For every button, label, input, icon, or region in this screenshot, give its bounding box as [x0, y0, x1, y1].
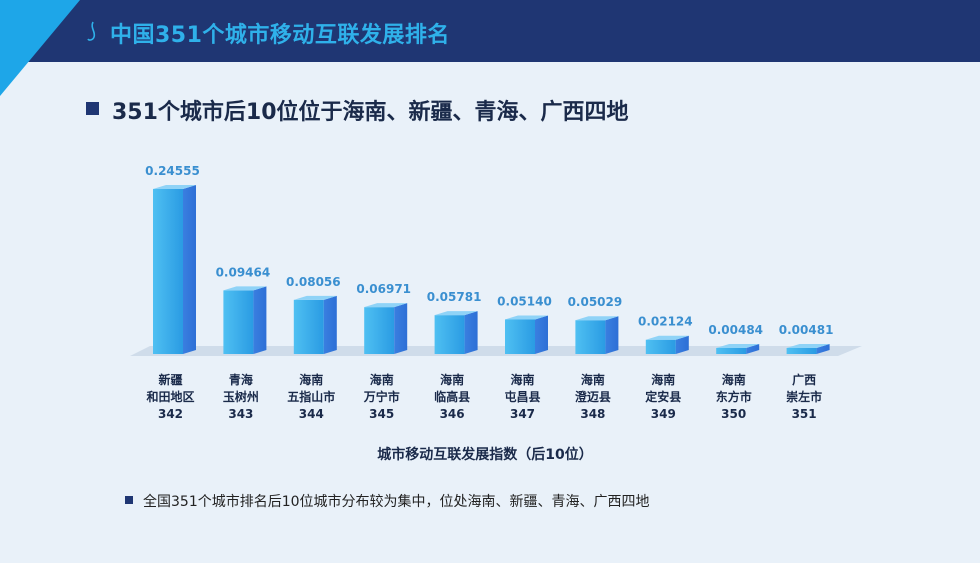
- tick-label-city: 海南: [440, 372, 464, 387]
- slide-subtitle: 351个城市后10位位于海南、新疆、青海、广西四地: [112, 100, 629, 125]
- note-bullet-icon: [125, 496, 133, 504]
- bar: [153, 184, 196, 354]
- hook-icon: [87, 21, 96, 41]
- bar-top: [293, 295, 337, 300]
- bar-side: [323, 295, 337, 354]
- x-axis-title-text: 城市移动互联发展指数（后10位）: [377, 447, 593, 463]
- bar-value-label: 0.05140: [497, 294, 552, 308]
- bar: [293, 295, 337, 354]
- tick-label-city: 万宁市: [363, 389, 400, 404]
- x-axis-title: 城市移动互联发展指数（后10位）: [0, 444, 980, 464]
- tick-label-rank: 342: [158, 407, 183, 421]
- bar-value-label: 0.05029: [568, 295, 623, 309]
- page-title: 中国351个城市移动互联发展排名: [110, 23, 450, 48]
- bar: [364, 303, 408, 354]
- bar-top: [716, 344, 760, 348]
- bar: [223, 286, 267, 354]
- bar-side: [183, 184, 196, 354]
- bar-front: [575, 320, 606, 354]
- tick-label-city: 五指山市: [287, 389, 335, 404]
- bar-top: [645, 335, 689, 340]
- tick-label-city: 海南: [581, 372, 605, 387]
- bar: [645, 335, 689, 354]
- corner-accent: [0, 0, 80, 96]
- tick-label-city: 和田地区: [145, 389, 194, 404]
- bar: [575, 316, 619, 354]
- bar-top: [434, 311, 478, 316]
- bar-side: [605, 316, 619, 354]
- bar-side: [253, 286, 267, 354]
- footnote: 全国351个城市排名后10位城市分布较为集中，位处海南、新疆、青海、广西四地: [143, 494, 650, 510]
- bar: [434, 311, 478, 354]
- bar-front: [645, 339, 676, 354]
- bar-value-label: 0.09464: [216, 265, 271, 279]
- bar-side: [464, 311, 478, 354]
- bar-value-label: 0.00481: [779, 323, 834, 337]
- bar-top: [786, 344, 830, 348]
- tick-label-city: 临高县: [434, 389, 470, 404]
- tick-label-city: 崇左市: [786, 389, 822, 404]
- tick-label-rank: 350: [721, 407, 746, 421]
- bar-value-label: 0.05781: [427, 290, 482, 304]
- tick-label-city: 澄迈县: [575, 389, 611, 404]
- tick-label-city: 海南: [370, 372, 394, 387]
- bar-side: [675, 335, 689, 354]
- bar-value-label: 0.24555: [145, 164, 200, 178]
- bar-value-label: 0.02124: [638, 315, 693, 329]
- bar-value-label: 0.00484: [708, 323, 763, 337]
- header-bar: 中国351个城市移动互联发展排名: [0, 0, 980, 96]
- tick-label-city: 东方市: [716, 389, 752, 404]
- tick-label-city: 屯昌县: [504, 389, 540, 404]
- bar-front: [434, 315, 465, 354]
- tick-label-rank: 343: [228, 407, 253, 421]
- bar-side: [535, 315, 548, 354]
- bar-front: [786, 348, 817, 354]
- tick-label-city: 新疆: [158, 372, 182, 387]
- tick-label-city: 青海: [229, 372, 253, 387]
- bar-front: [223, 290, 254, 354]
- bar-front: [505, 319, 535, 354]
- bar: [716, 344, 760, 354]
- tick-label-rank: 347: [510, 407, 535, 421]
- tick-label-city: 海南: [299, 372, 323, 387]
- tick-label-rank: 351: [792, 407, 817, 421]
- tick-label-rank: 348: [580, 407, 605, 421]
- tick-label-city: 广西: [792, 372, 816, 387]
- bar-value-label: 0.06971: [356, 282, 411, 296]
- tick-label-city: 海南: [722, 372, 746, 387]
- bar-top: [364, 303, 408, 308]
- bar-top: [223, 286, 267, 291]
- bar-side: [816, 344, 830, 354]
- bar-front: [364, 307, 395, 354]
- tick-label-city: 玉树州: [223, 389, 259, 404]
- tick-label-city: 海南: [510, 372, 534, 387]
- bar-top: [575, 316, 619, 321]
- tick-label-rank: 345: [369, 407, 394, 421]
- bar-side: [394, 303, 408, 354]
- bar-side: [746, 344, 760, 354]
- tick-label-rank: 344: [299, 407, 324, 421]
- tick-label-city: 定安县: [645, 389, 681, 404]
- bar-front: [153, 188, 183, 354]
- tick-label-rank: 349: [651, 407, 676, 421]
- tick-label-rank: 346: [440, 407, 465, 421]
- bar-top: [505, 315, 548, 320]
- bar-value-label: 0.08056: [286, 275, 341, 289]
- bar: [505, 315, 548, 354]
- bar-front: [716, 348, 747, 354]
- bar: [786, 344, 830, 354]
- bar-front: [293, 299, 324, 354]
- tick-label-city: 海南: [651, 372, 675, 387]
- subtitle-bullet-icon: [86, 102, 99, 115]
- bar-top: [153, 184, 196, 189]
